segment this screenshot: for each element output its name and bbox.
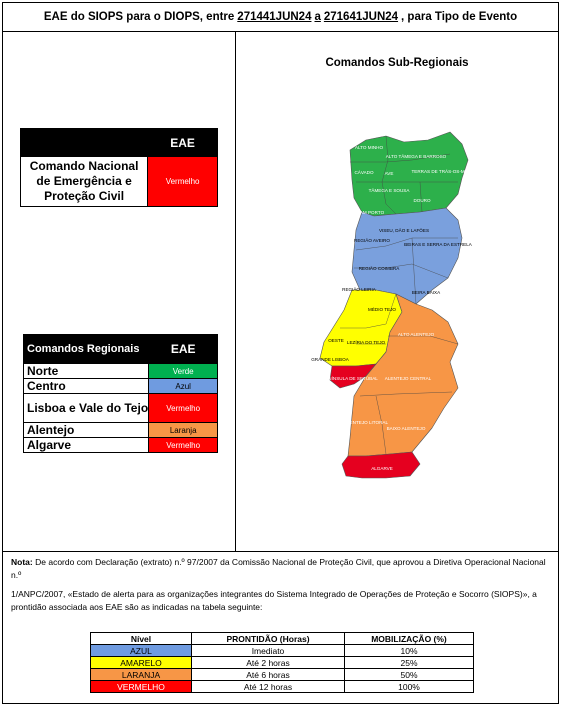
readiness-level-vermelho: VERMELHO <box>91 681 192 693</box>
readiness-time-vermelho: Até 12 horas <box>192 681 345 693</box>
label-beira-baixa: BEIRA BAIXA <box>412 290 441 295</box>
table-row: Algarve Vermelho <box>24 438 218 453</box>
readiness-mob-vermelho: 100% <box>345 681 474 693</box>
label-viseu-dao: VISEU, DÃO E LAFÕES <box>379 227 429 233</box>
label-regiao-coimbra: REGIÃO COIMBRA <box>359 265 401 271</box>
regional-state-norte: Verde <box>149 364 218 379</box>
readiness-level-amarelo: AMARELO <box>91 657 192 669</box>
table-row: Lisboa e Vale do Tejo Vermelho <box>24 394 218 423</box>
note-line-1: De acordo com Declaração (extrato) n.º 9… <box>11 557 546 580</box>
label-regiao-aveiro: REGIÃO AVEIRO <box>354 237 390 243</box>
national-command-state: Vermelho <box>148 157 218 207</box>
label-oeste: OESTE <box>328 338 344 343</box>
label-terras-tras-montes: TERRAS DE TRÁS-OS-MONTES <box>411 168 480 174</box>
left-panel: EAE Comando Nacional de Emergência e Pro… <box>3 32 236 551</box>
table-row: LARANJA Até 6 horas 50% <box>91 669 474 681</box>
regional-name-algarve: Algarve <box>24 438 149 453</box>
regional-name-lvt: Lisboa e Vale do Tejo <box>24 394 149 423</box>
label-algarve: ALGARVE <box>371 466 393 471</box>
national-header-spacer <box>21 129 148 157</box>
table-row: AZUL Imediato 10% <box>91 645 474 657</box>
title-connector: a <box>314 11 320 23</box>
title-suffix: , para Tipo de Evento <box>401 11 517 23</box>
readiness-header-level: Nível <box>91 633 192 645</box>
label-alto-minho: ALTO MINHO <box>355 145 384 150</box>
label-am-porto: AM PORTO <box>360 210 385 215</box>
table-row: Alentejo Laranja <box>24 423 218 438</box>
regional-state-algarve: Vermelho <box>149 438 218 453</box>
label-regiao-leiria: REGIÃO LEIRIA <box>342 286 377 292</box>
regional-header-label: Comandos Regionais <box>24 335 149 364</box>
national-command-name: Comando Nacional de Emergência e Proteçã… <box>21 157 148 207</box>
section-divider <box>3 551 558 552</box>
readiness-mob-laranja: 50% <box>345 669 474 681</box>
map-panel: Comandos Sub-Regionais <box>236 32 558 551</box>
note-line-2: 1/ANPC/2007, «Estado de alerta para as o… <box>11 588 551 614</box>
national-header-eae: EAE <box>148 129 218 157</box>
note-label: Nota: <box>11 557 33 567</box>
report-title: EAE do SIOPS para o DIOPS, entre 271441J… <box>3 3 558 32</box>
label-cavado: CÁVADO <box>354 169 373 175</box>
table-row: Norte Verde <box>24 364 218 379</box>
table-row: VERMELHO Até 12 horas 100% <box>91 681 474 693</box>
title-period-start: 271441JUN24 <box>237 11 311 23</box>
label-tamega-sousa: TÂMEGA E SOUSA <box>369 187 411 193</box>
table-row: Centro Azul <box>24 379 218 394</box>
title-period-end: 271641JUN24 <box>324 11 398 23</box>
regional-name-alentejo: Alentejo <box>24 423 149 438</box>
label-douro: DOURO <box>413 198 431 203</box>
label-medio-tejo: MÉDIO TEJO <box>368 306 396 312</box>
table-row: AMARELO Até 2 horas 25% <box>91 657 474 669</box>
title-prefix: EAE do SIOPS para o DIOPS, entre <box>44 11 234 23</box>
label-alentejo-central: ALENTEJO CENTRAL <box>385 376 432 381</box>
regional-name-centro: Centro <box>24 379 149 394</box>
regional-commands-table: Comandos Regionais EAE Norte Verde Centr… <box>23 334 218 453</box>
readiness-table: Nível PRONTIDÃO (Horas) MOBILIZAÇÃO (%) … <box>90 632 474 693</box>
readiness-mob-azul: 10% <box>345 645 474 657</box>
readiness-time-laranja: Até 6 horas <box>192 669 345 681</box>
label-beiras-estrela: BEIRAS E SERRA DA ESTRELA <box>404 242 473 247</box>
portugal-map: ALTO MINHO ALTO TÂMEGA E BARROSO CÁVADO … <box>236 32 558 551</box>
readiness-header-mobilization: MOBILIZAÇÃO (%) <box>345 633 474 645</box>
readiness-time-azul: Imediato <box>192 645 345 657</box>
regional-header-eae: EAE <box>149 335 218 364</box>
label-ave: AVE <box>385 171 394 176</box>
label-alto-alentejo: ALTO ALENTEJO <box>398 332 435 337</box>
label-alto-tamega: ALTO TÂMEGA E BARROSO <box>386 153 447 159</box>
label-alentejo-litoral: ALENTEJO LITORAL <box>344 420 389 425</box>
readiness-header-readiness: PRONTIDÃO (Horas) <box>192 633 345 645</box>
label-baixo-alentejo: BAIXO ALENTEJO <box>387 426 426 431</box>
label-peninsula-setubal: PENÍNSULA DE SETÚBAL <box>322 375 378 381</box>
readiness-level-azul: AZUL <box>91 645 192 657</box>
regional-state-alentejo: Laranja <box>149 423 218 438</box>
readiness-time-amarelo: Até 2 horas <box>192 657 345 669</box>
regional-state-lvt: Vermelho <box>149 394 218 423</box>
readiness-level-laranja: LARANJA <box>91 669 192 681</box>
regional-name-norte: Norte <box>24 364 149 379</box>
readiness-mob-amarelo: 25% <box>345 657 474 669</box>
note-text: Nota: De acordo com Declaração (extrato)… <box>11 556 551 614</box>
label-leziria-tejo: LEZÍRIA DO TEJO <box>347 339 386 345</box>
national-command-table: EAE Comando Nacional de Emergência e Pro… <box>20 128 218 207</box>
map-region-algarve <box>342 452 420 478</box>
label-grande-lisboa: GRANDE LISBOA <box>311 357 349 362</box>
regional-state-centro: Azul <box>149 379 218 394</box>
